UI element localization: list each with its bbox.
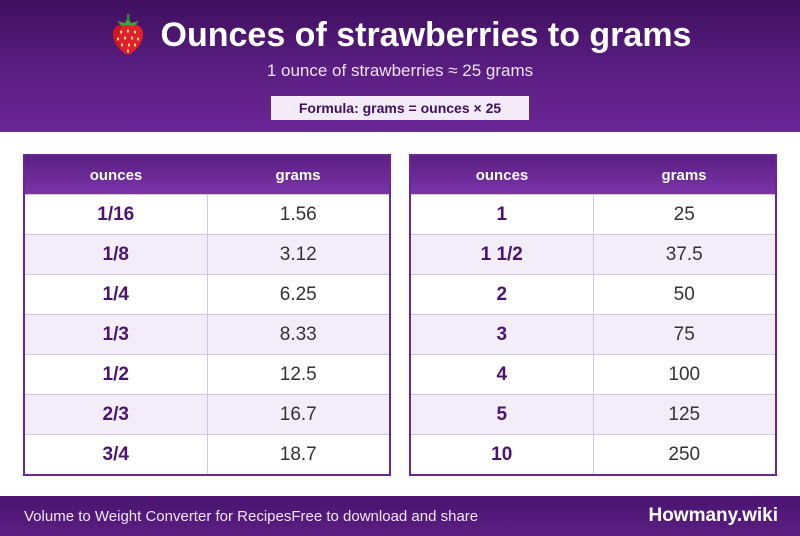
grams-cell: 1.56 (206, 194, 391, 235)
ounces-cell: 1/3 (23, 314, 208, 355)
column-header-grams: grams (593, 155, 776, 195)
ounces-cell: 3/4 (23, 434, 208, 476)
table-row: 10 250 (409, 434, 777, 476)
table-row: 5 125 (409, 394, 777, 435)
table-row: 1/3 8.33 (23, 314, 391, 355)
table-header-row: ounces grams (24, 155, 390, 195)
header-banner: Ounces of strawberries to grams 1 ounce … (0, 0, 800, 132)
grams-cell: 16.7 (206, 394, 391, 435)
table-row: 3 75 (409, 314, 777, 355)
ounces-cell: 2/3 (23, 394, 208, 435)
ounces-cell: 1/16 (23, 194, 208, 235)
ounces-cell: 1/2 (23, 354, 208, 395)
grams-cell: 6.25 (206, 274, 391, 315)
ounces-cell: 1/8 (23, 234, 208, 275)
table-row: 1 25 (409, 194, 777, 235)
conversion-table-left: ounces grams 1/16 1.56 1/8 3.12 1/4 6.25… (23, 154, 391, 476)
grams-cell: 37.5 (592, 234, 777, 275)
table-row: 1/8 3.12 (23, 234, 391, 275)
grams-cell: 75 (592, 314, 777, 355)
grams-cell: 100 (592, 354, 777, 395)
page-title: Ounces of strawberries to grams (160, 15, 692, 54)
grams-cell: 50 (592, 274, 777, 315)
page-subtitle: 1 ounce of strawberries ≈ 25 grams (266, 61, 534, 80)
grams-cell: 25 (592, 194, 777, 235)
column-header-ounces: ounces (24, 155, 207, 195)
ounces-cell: 1/4 (23, 274, 208, 315)
ounces-cell: 2 (409, 274, 594, 315)
table-row: 1 1/2 37.5 (409, 234, 777, 275)
footer-bar: Volume to Weight Converter for RecipesFr… (0, 496, 800, 536)
ounces-cell: 3 (409, 314, 594, 355)
ounces-cell: 4 (409, 354, 594, 395)
title-row: Ounces of strawberries to grams (0, 12, 800, 58)
table-header-row: ounces grams (410, 155, 776, 195)
table-row: 1/16 1.56 (23, 194, 391, 235)
grams-cell: 3.12 (206, 234, 391, 275)
table-row: 3/4 18.7 (23, 434, 391, 476)
table-row: 1/4 6.25 (23, 274, 391, 315)
grams-cell: 125 (592, 394, 777, 435)
brand-logo[interactable]: Howmany.wiki (648, 505, 778, 526)
grams-cell: 8.33 (206, 314, 391, 355)
footer-tagline: Volume to Weight Converter for RecipesFr… (24, 508, 479, 525)
ounces-cell: 1 (409, 194, 594, 235)
column-header-grams: grams (207, 155, 390, 195)
table-row: 2/3 16.7 (23, 394, 391, 435)
grams-cell: 12.5 (206, 354, 391, 395)
conversion-table-right: ounces grams 1 25 1 1/2 37.5 2 50 3 75 4… (409, 154, 777, 476)
table-row: 1/2 12.5 (23, 354, 391, 395)
grams-cell: 18.7 (206, 434, 391, 476)
table-row: 4 100 (409, 354, 777, 395)
column-header-ounces: ounces (410, 155, 593, 195)
ounces-cell: 10 (409, 434, 594, 476)
grams-cell: 250 (592, 434, 777, 476)
ounces-cell: 5 (409, 394, 594, 435)
ounces-cell: 1 1/2 (409, 234, 594, 275)
formula-box: Formula: grams = ounces × 25 (271, 96, 529, 120)
strawberry-icon (112, 14, 143, 55)
table-row: 2 50 (409, 274, 777, 315)
